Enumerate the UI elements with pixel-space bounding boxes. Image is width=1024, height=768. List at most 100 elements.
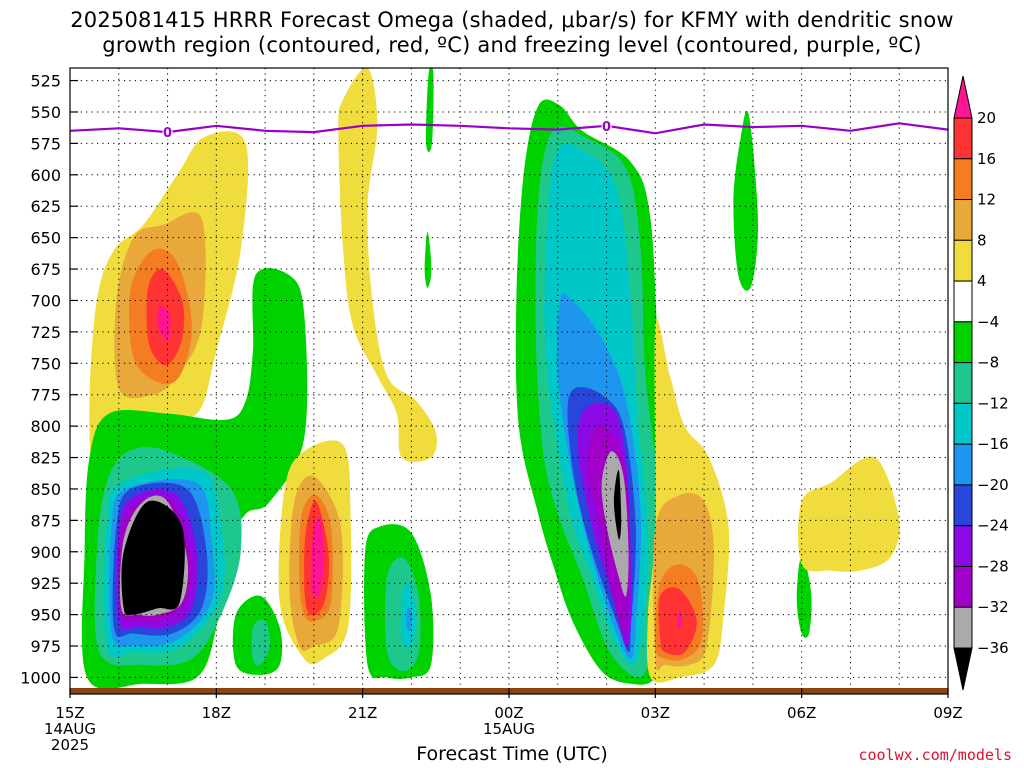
colorbar-swatch xyxy=(953,158,973,201)
omega-contour-fill xyxy=(798,456,900,572)
omega-region-pos_07z xyxy=(798,456,900,572)
colorbar-swatch xyxy=(953,647,973,691)
omega-contour-fill xyxy=(157,306,171,341)
y-tick-label: 850 xyxy=(30,480,61,499)
colorbar-swatch xyxy=(953,239,973,282)
y-tick-label: 525 xyxy=(30,72,61,91)
omega-contour-fill xyxy=(424,231,432,288)
y-tick-label: 675 xyxy=(30,260,61,279)
omega-contour-fill xyxy=(677,608,683,629)
omega-region-neg_surface_15z xyxy=(81,268,308,690)
freezing-level-line xyxy=(70,122,948,135)
colorbar-label: 4 xyxy=(977,272,987,290)
x-tick-label: 03Z xyxy=(641,704,670,722)
omega-region-pos_20z xyxy=(278,440,352,665)
colorbar-swatch xyxy=(953,484,973,527)
y-tick-label: 875 xyxy=(30,511,61,530)
colorbar-swatch xyxy=(953,199,973,241)
omega-contour-fill xyxy=(251,619,271,666)
freezing-level-label: 0 xyxy=(163,126,172,141)
colorbar-label: −8 xyxy=(977,354,999,372)
colorbar-label: 8 xyxy=(977,231,987,249)
omega-region-pos_21z_strand xyxy=(338,68,437,462)
colorbar-swatch xyxy=(953,75,973,119)
colorbar-swatch xyxy=(953,525,973,567)
freezing-label-bg xyxy=(162,124,173,140)
omega-contour-fill xyxy=(425,68,434,153)
colorbar-swatch xyxy=(953,443,973,486)
omega-contour-fill xyxy=(733,110,759,291)
omega-region-neg_22z xyxy=(364,524,434,679)
y-tick-label: 800 xyxy=(30,417,61,436)
colorbar-swatch xyxy=(953,565,973,608)
grid-lines xyxy=(70,68,948,688)
colorbar-label: −16 xyxy=(977,435,1009,453)
x-axis-label: Forecast Time (UTC) xyxy=(416,743,608,765)
x-tick-label: 14AUG xyxy=(44,720,96,738)
y-tick-label: 825 xyxy=(30,449,61,468)
y-tick-label: 575 xyxy=(30,134,61,153)
colorbar-label: 12 xyxy=(977,191,996,209)
y-tick-label: 625 xyxy=(30,197,61,216)
y-tick-label: 700 xyxy=(30,291,61,310)
omega-region-neg_05z xyxy=(796,555,812,638)
y-tick-label: 1000 xyxy=(20,668,61,687)
colorbar-label: −32 xyxy=(977,598,1009,616)
omega-contour-fill xyxy=(406,607,412,631)
y-tick-label: 650 xyxy=(30,229,61,248)
y-tick-label: 750 xyxy=(30,354,61,373)
x-tick-label: 18Z xyxy=(202,704,231,722)
omega-shading xyxy=(81,68,900,690)
colorbar-swatch xyxy=(953,402,973,445)
chart-title-line-1: 2025081415 HRRR Forecast Omega (shaded, … xyxy=(70,8,954,32)
colorbar-swatch xyxy=(953,362,973,404)
y-tick-label: 975 xyxy=(30,637,61,656)
pressure-axis: 525 550 575 600 625 650 675 700 725 750 775 800 825 8… xyxy=(20,72,78,687)
omega-contour-fill xyxy=(121,500,185,616)
omega-region-neg_04z_streak xyxy=(733,110,759,291)
y-tick-label: 925 xyxy=(30,574,61,593)
colorbar-label: −12 xyxy=(977,394,1009,412)
omega-region-neg_small_19z xyxy=(232,595,283,675)
credit-text: coolwx.com/models xyxy=(858,746,1012,764)
omega-region-pos_03z xyxy=(646,319,730,683)
colorbar-label: 16 xyxy=(977,150,996,168)
y-tick-label: 600 xyxy=(30,166,61,185)
y-tick-label: 950 xyxy=(30,606,61,625)
x-tick-label: 15AUG xyxy=(483,720,535,738)
colorbar-swatch xyxy=(953,117,973,160)
omega-contour-fill xyxy=(601,451,629,597)
x-tick-label: 09Z xyxy=(933,704,962,722)
x-tick-label: 00Z xyxy=(494,704,523,722)
omega-region-pos_upward_18z xyxy=(89,131,249,477)
colorbar-swatch xyxy=(953,606,973,649)
y-tick-label: 550 xyxy=(30,103,61,122)
colorbar-label: −28 xyxy=(977,557,1009,575)
freezing-level-label: 0 xyxy=(602,120,611,135)
omega-contour-fill xyxy=(796,555,812,638)
colorbar-label: −4 xyxy=(977,313,999,331)
y-tick-label: 900 xyxy=(30,543,61,562)
colorbar: 20 16 12 8 4 −4 −8 −12 −16 −20 −24 −28 −32 −36 xyxy=(953,75,1009,691)
x-tick-label: 06Z xyxy=(787,704,816,722)
omega-contour-fill xyxy=(613,469,622,540)
freezing-label-bg xyxy=(601,117,612,133)
y-tick-label: 775 xyxy=(30,386,61,405)
colorbar-label: −24 xyxy=(977,517,1009,535)
chart-title-line-2: growth region (contoured, red, ºC) and f… xyxy=(102,33,922,57)
x-tick-label: 21Z xyxy=(348,704,377,722)
colorbar-label: 20 xyxy=(977,109,996,127)
x-tick-label: 15Z xyxy=(55,704,84,722)
colorbar-swatch xyxy=(953,280,973,323)
omega-contour-fill xyxy=(310,517,324,598)
x-tick-label: 2025 xyxy=(51,736,89,754)
omega-region-neg_thin_22z xyxy=(424,68,434,288)
colorbar-label: −20 xyxy=(977,476,1009,494)
omega-contour-fill xyxy=(338,68,437,462)
colorbar-swatch xyxy=(953,321,973,364)
omega-region-neg_01z xyxy=(515,99,680,685)
y-tick-label: 725 xyxy=(30,323,61,342)
